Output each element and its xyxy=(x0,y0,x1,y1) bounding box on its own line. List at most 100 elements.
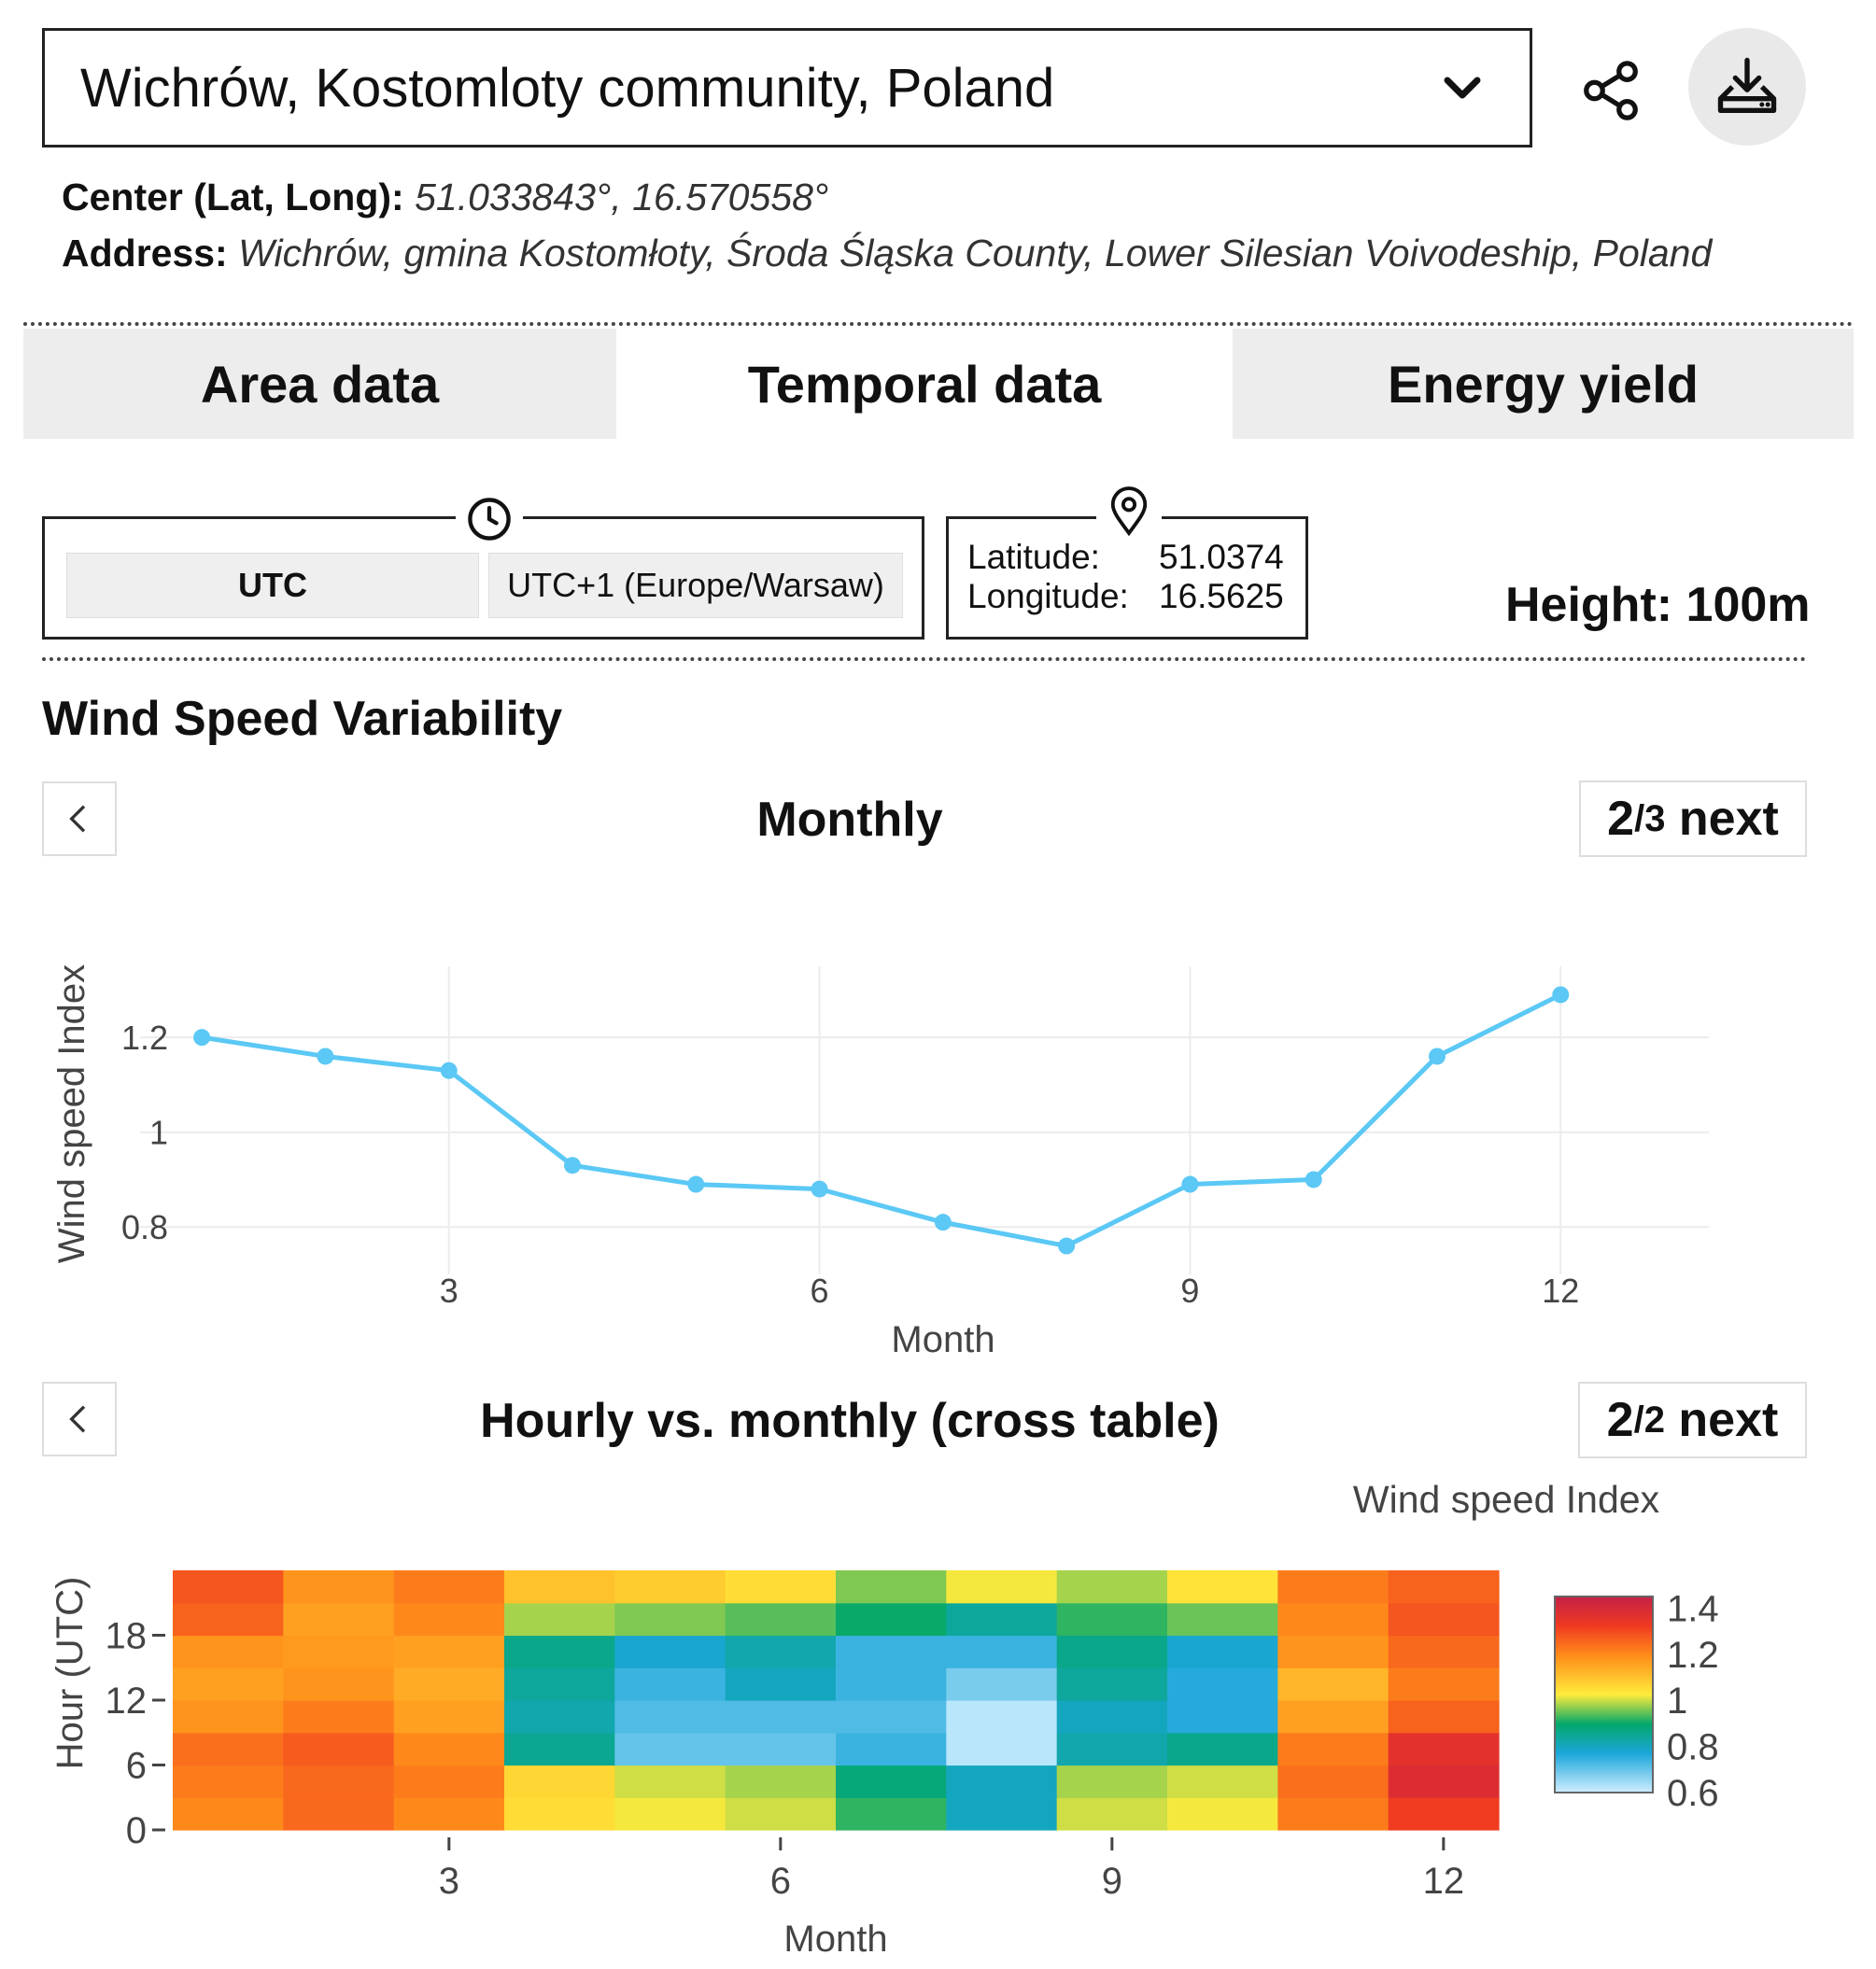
heatmap-cell xyxy=(1277,1667,1389,1701)
heatmap-cell xyxy=(393,1667,505,1701)
coordinates-box: Latitude: 51.0374 Longitude: 16.5625 xyxy=(946,484,1308,640)
share-icon xyxy=(1584,61,1638,120)
address-label: Address: xyxy=(62,232,228,274)
colorbar-tick-label: 0.6 xyxy=(1667,1773,1719,1814)
heatmap-cell xyxy=(836,1570,947,1604)
x-tick-label: 6 xyxy=(770,1861,791,1902)
y-tick-label: 0.8 xyxy=(121,1208,168,1246)
heatmap-cell xyxy=(283,1700,395,1734)
location-pin-icon xyxy=(1096,484,1162,540)
heatmap-cell xyxy=(946,1700,1058,1734)
timezone-selector: UTC UTC+1 (Europe/Warsaw) xyxy=(42,493,924,640)
location-select[interactable]: Wichrów, Kostomloty community, Poland xyxy=(42,28,1532,148)
heatmap-cell xyxy=(1388,1797,1500,1831)
heatmap-cell xyxy=(173,1797,284,1831)
heatmap-cell xyxy=(393,1765,505,1798)
longitude-value: 16.5625 xyxy=(1159,577,1284,615)
latitude-value: 51.0374 xyxy=(1159,538,1284,576)
monthly-x-axis-label: Month xyxy=(891,1319,994,1360)
y-tick-label: 1 xyxy=(149,1114,168,1152)
heatmap-cell xyxy=(946,1570,1058,1604)
heatmap-cell xyxy=(1388,1570,1500,1604)
clock-icon xyxy=(456,493,523,545)
cross-prev-button[interactable] xyxy=(42,1382,117,1456)
heatmap-cell xyxy=(283,1570,395,1604)
heatmap-cell xyxy=(1388,1732,1500,1766)
x-tick-label: 3 xyxy=(439,1861,459,1902)
heatmap-cell xyxy=(1277,1700,1389,1734)
tab-temporal-data[interactable]: Temporal data xyxy=(616,329,1233,439)
heatmap-cell xyxy=(283,1732,395,1766)
y-tick-label: 12 xyxy=(106,1681,148,1722)
timezone-utc-button[interactable]: UTC xyxy=(66,553,479,618)
colorbar-tick-label: 1 xyxy=(1667,1681,1687,1722)
heatmap-cell xyxy=(614,1797,726,1831)
cross-page-num: 2 xyxy=(1606,1393,1634,1447)
heatmap-cell xyxy=(725,1602,837,1637)
heatmap-cell xyxy=(393,1797,505,1831)
heatmap-cell xyxy=(504,1765,615,1798)
heatmap-cell xyxy=(946,1732,1058,1766)
monthly-next-label: next xyxy=(1678,792,1779,846)
heatmap-cell xyxy=(1056,1765,1168,1798)
tab-area-data[interactable]: Area data xyxy=(23,329,616,439)
heatmap-cell xyxy=(1388,1602,1500,1637)
heatmap-cell xyxy=(1056,1602,1168,1637)
y-tick-label: 1.2 xyxy=(121,1019,168,1057)
y-tick-label: 6 xyxy=(126,1746,147,1787)
share-button[interactable] xyxy=(1569,49,1653,133)
heatmap-cell xyxy=(393,1635,505,1668)
heatmap-cell xyxy=(283,1635,395,1668)
x-tick-label: 12 xyxy=(1423,1861,1465,1902)
data-point xyxy=(687,1175,705,1193)
heatmap-cell xyxy=(1167,1732,1278,1766)
heatmap-cell xyxy=(1388,1765,1500,1798)
section-title: Wind Speed Variability xyxy=(42,692,563,746)
heatmap-cell xyxy=(393,1570,505,1604)
colorbar-tick-label: 0.8 xyxy=(1667,1727,1719,1768)
divider xyxy=(23,322,1854,326)
heatmap-cell xyxy=(504,1732,615,1766)
heatmap-cell xyxy=(946,1765,1058,1798)
heatmap-cell xyxy=(946,1667,1058,1701)
x-tick-label: 6 xyxy=(811,1272,829,1310)
heatmap-cell xyxy=(173,1700,284,1734)
heatmap-cell xyxy=(283,1667,395,1701)
divider xyxy=(42,657,1807,661)
tab-label: Area data xyxy=(200,354,440,414)
x-tick-label: 9 xyxy=(1102,1861,1122,1902)
timezone-local-button[interactable]: UTC+1 (Europe/Warsaw) xyxy=(488,553,903,618)
heatmap-cell xyxy=(725,1797,837,1831)
chevron-left-icon xyxy=(69,1405,86,1433)
heatmap-cell xyxy=(173,1732,284,1766)
tab-energy-yield[interactable]: Energy yield xyxy=(1233,329,1854,439)
address-value: Wichrów, gmina Kostomłoty, Środa Śląska … xyxy=(238,232,1713,274)
cross-next-button[interactable]: 2/2 next xyxy=(1578,1382,1807,1458)
data-point xyxy=(1305,1171,1322,1188)
data-point xyxy=(1552,986,1570,1004)
heatmap-cell xyxy=(614,1700,726,1734)
monthly-page-num: 2 xyxy=(1607,792,1635,846)
heatmap-cell xyxy=(725,1635,837,1668)
heatmap-cell xyxy=(1167,1570,1278,1604)
heatmap-cell xyxy=(283,1765,395,1798)
heatmap-cell xyxy=(173,1602,284,1637)
heatmap-cell xyxy=(1056,1797,1168,1831)
monthly-prev-button[interactable] xyxy=(42,781,117,856)
data-point xyxy=(1058,1237,1076,1255)
heatmap-cell xyxy=(614,1635,726,1668)
heatmap-cell xyxy=(1167,1602,1278,1637)
cross-next-label: next xyxy=(1678,1393,1779,1447)
heatmap-cell xyxy=(173,1635,284,1668)
timezone-local-label: UTC+1 (Europe/Warsaw) xyxy=(507,566,884,604)
monthly-next-button[interactable]: 2/3 next xyxy=(1579,781,1807,857)
heatmap-cell xyxy=(1056,1635,1168,1668)
heatmap-cell xyxy=(1277,1797,1389,1831)
heatmap-cell xyxy=(1277,1602,1389,1637)
heatmap-cell xyxy=(1388,1700,1500,1734)
heatmap-cell xyxy=(283,1797,395,1831)
download-button[interactable] xyxy=(1688,28,1806,146)
heatmap-cell xyxy=(1167,1700,1278,1734)
